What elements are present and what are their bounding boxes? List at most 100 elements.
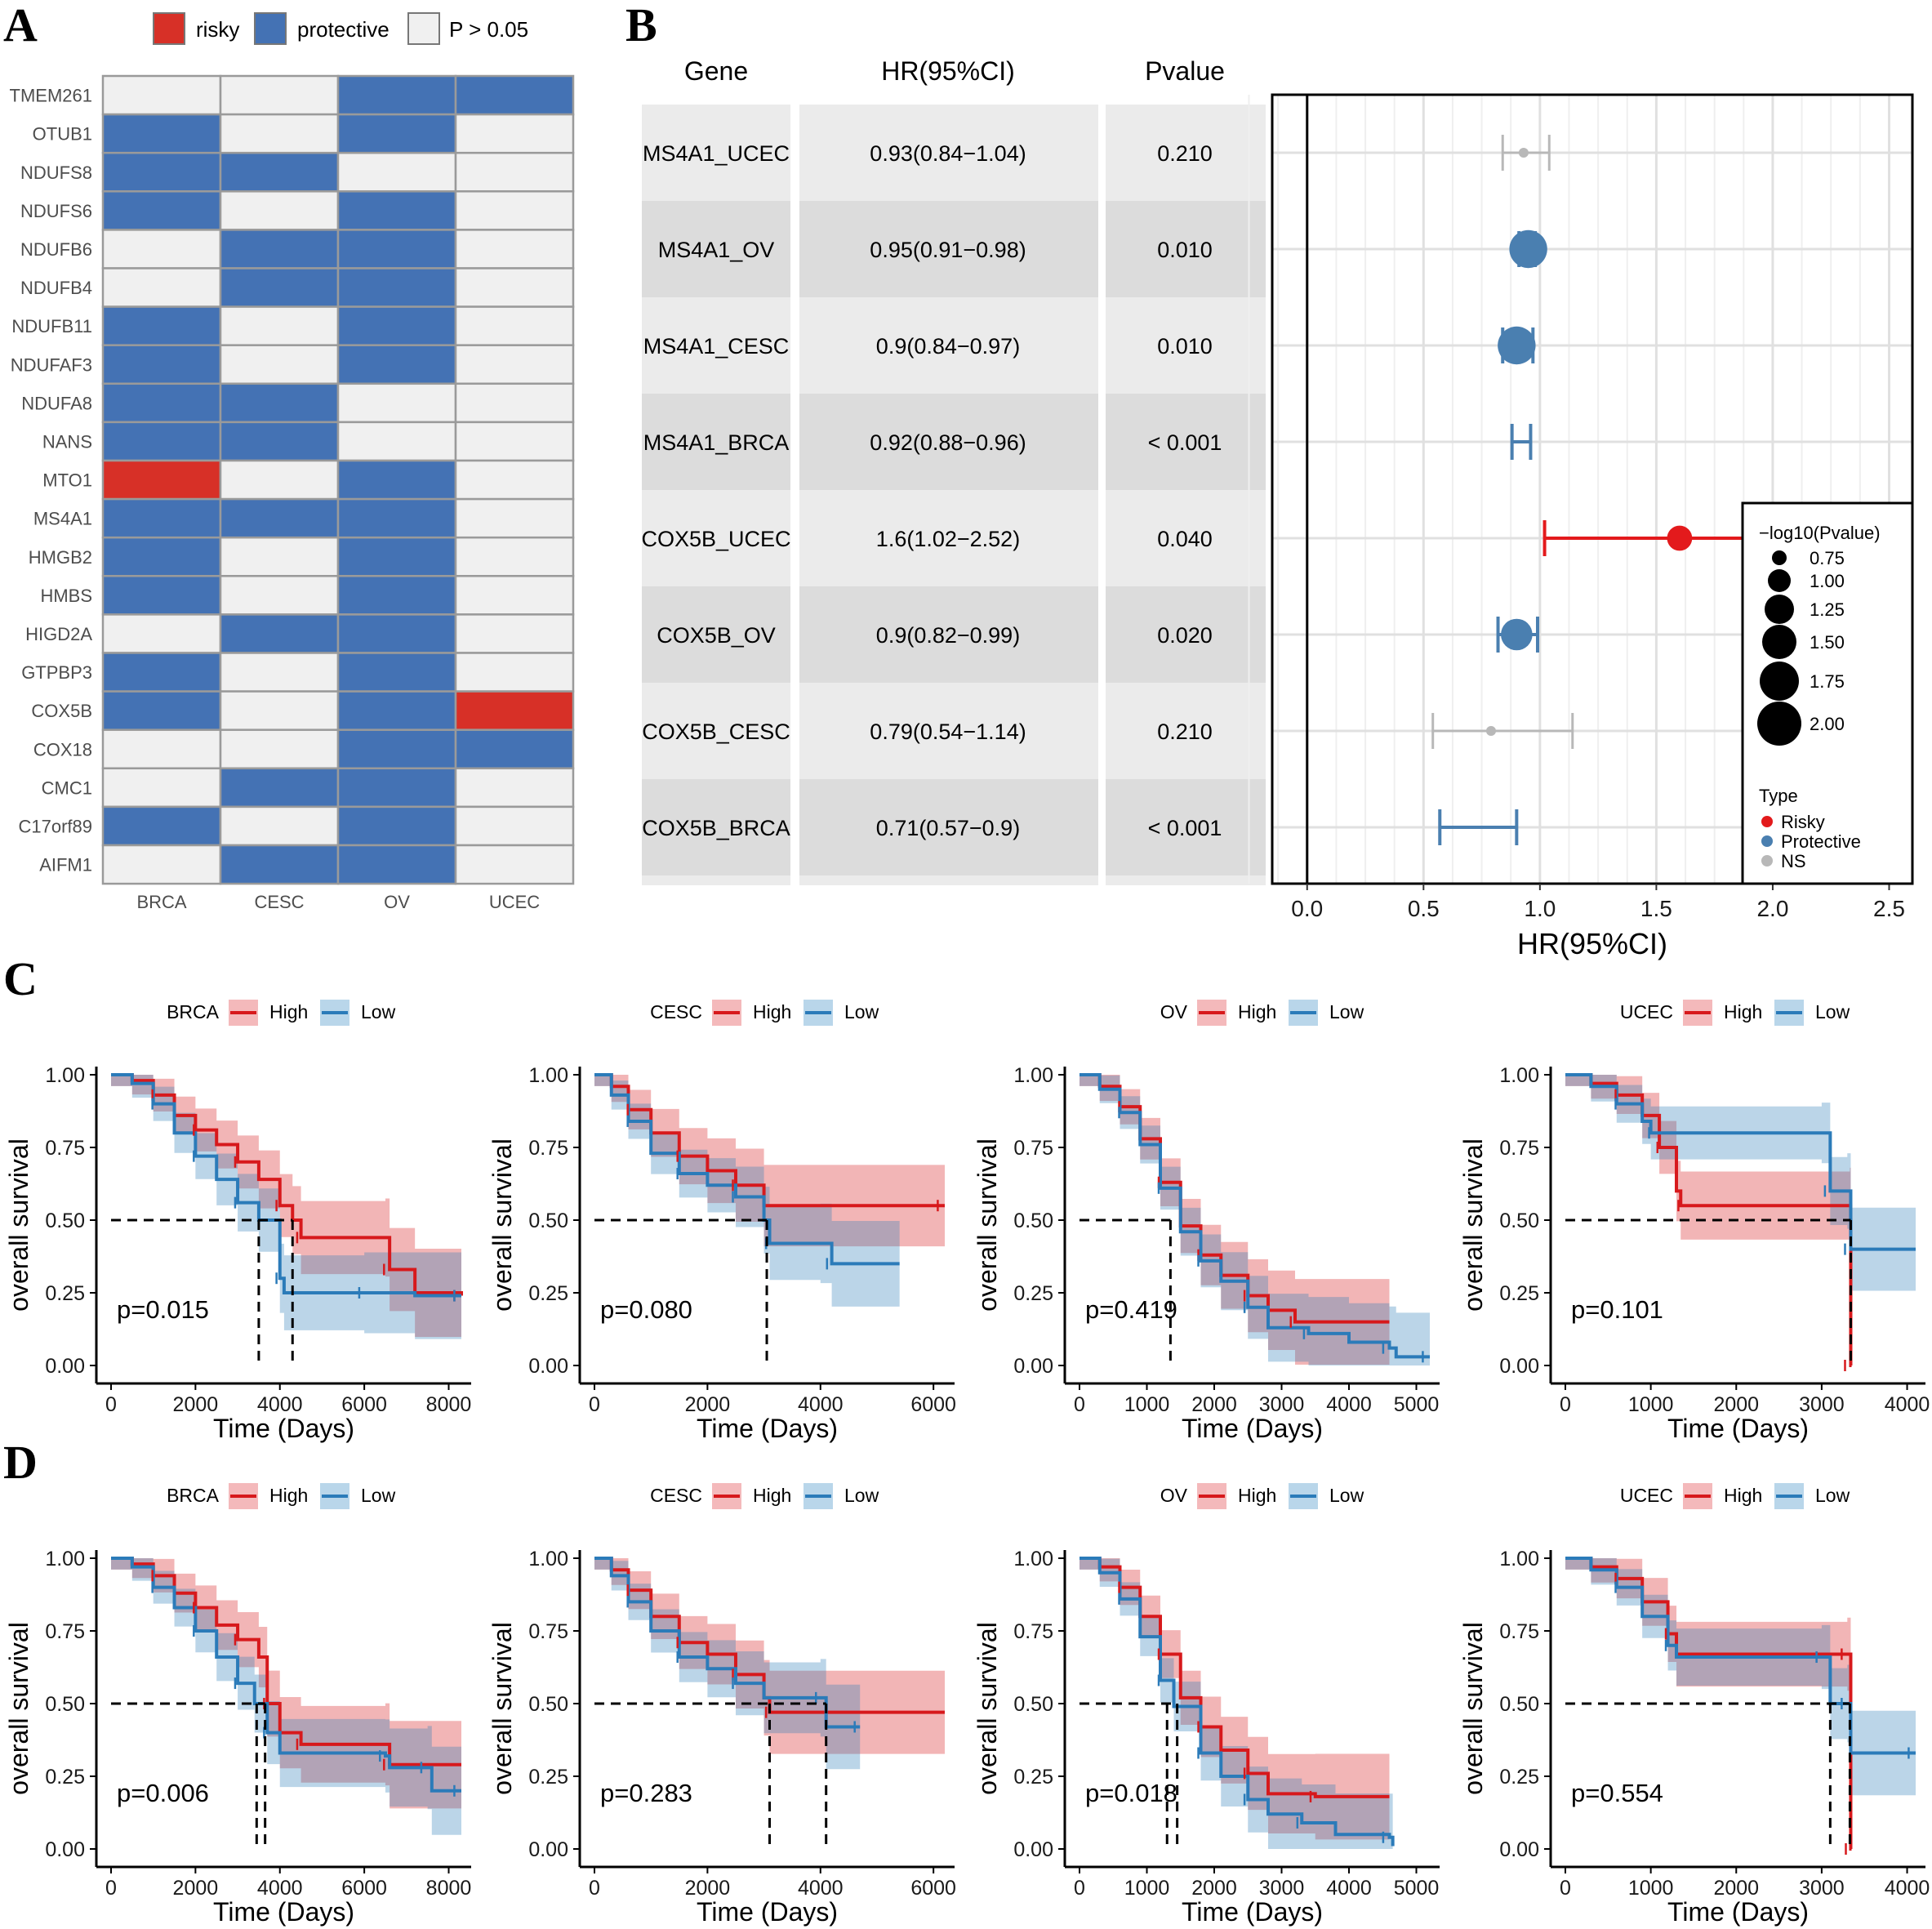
legend-protective-swatch bbox=[254, 12, 287, 45]
heatmap-row-label: OTUB1 bbox=[33, 124, 92, 145]
km-low-ci-band bbox=[1080, 1558, 1393, 1849]
heatmap-cell bbox=[336, 190, 457, 231]
size-legend-label: 0.75 bbox=[1810, 548, 1845, 568]
km-x-tick-label: 2000 bbox=[1713, 1877, 1759, 1900]
km-y-tick-label: 0.50 bbox=[528, 1210, 568, 1232]
type-legend-dot bbox=[1761, 855, 1773, 866]
heatmap-cell bbox=[219, 575, 340, 616]
heatmap-cell bbox=[336, 767, 457, 809]
km-y-tick-label: 0.00 bbox=[45, 1355, 85, 1378]
table-hr-cell bbox=[799, 394, 1098, 490]
type-legend-label: NS bbox=[1781, 851, 1806, 871]
heatmap-cell bbox=[101, 229, 222, 270]
km-y-tick-label: 0.25 bbox=[1013, 1282, 1053, 1305]
km-low-ci-band bbox=[111, 1075, 461, 1343]
table-hr-cell bbox=[799, 201, 1098, 297]
forest-x-axis-title: HR(95%CI) bbox=[1517, 927, 1667, 960]
table-gene-value: MS4A1_UCEC bbox=[643, 141, 790, 166]
heatmap-cell bbox=[454, 267, 575, 308]
table-hr-value: 0.9(0.84−0.97) bbox=[876, 334, 1020, 359]
km-legend-cancer: BRCA bbox=[167, 1001, 220, 1022]
heatmap-legend: risky protective P > 0.05 bbox=[153, 12, 528, 45]
heatmap-cell bbox=[101, 151, 222, 193]
km-legend-low-label: Low bbox=[1329, 1001, 1364, 1022]
km-x-tick-label: 6000 bbox=[910, 1877, 956, 1900]
heatmap-cell bbox=[101, 652, 222, 693]
heatmap-col-label: UCEC bbox=[489, 892, 540, 912]
heatmap-cell bbox=[219, 421, 340, 462]
km-x-tick-label: 2000 bbox=[173, 1877, 219, 1900]
table-p-cell bbox=[1106, 586, 1266, 683]
heatmap-cell bbox=[219, 190, 340, 231]
km-legend-cancer: CESC bbox=[650, 1485, 702, 1506]
km-x-tick-label: 0 bbox=[105, 1393, 117, 1416]
heatmap-col-label: CESC bbox=[254, 892, 304, 912]
size-legend-dot bbox=[1760, 662, 1799, 701]
heatmap-cell bbox=[336, 344, 457, 385]
heatmap-cell bbox=[336, 575, 457, 616]
forest-tick-label: 1.0 bbox=[1524, 896, 1556, 921]
heatmap-cell bbox=[336, 382, 457, 424]
heatmap-cell bbox=[101, 459, 222, 501]
km-legend-cancer: CESC bbox=[650, 1001, 702, 1022]
km-x-tick-label: 5000 bbox=[1394, 1393, 1440, 1416]
heatmap-cell bbox=[454, 767, 575, 809]
table-p-cell bbox=[1106, 201, 1266, 297]
heatmap-cell bbox=[454, 844, 575, 885]
km-x-tick-label: 3000 bbox=[1799, 1393, 1845, 1416]
km-y-tick-label: 0.50 bbox=[45, 1693, 85, 1716]
km-y-tick-label: 0.00 bbox=[1013, 1838, 1053, 1861]
km-y-tick-label: 0.25 bbox=[528, 1766, 568, 1789]
size-legend-label: 2.00 bbox=[1810, 714, 1845, 734]
heatmap-cell bbox=[454, 459, 575, 501]
km-low-ci-band bbox=[1565, 1075, 1916, 1295]
km-x-tick-label: 4000 bbox=[1326, 1877, 1372, 1900]
km-x-tick-label: 0 bbox=[1074, 1393, 1085, 1416]
heatmap-cell bbox=[454, 805, 575, 847]
km-low-curve bbox=[594, 1557, 861, 1729]
legend-risky-swatch bbox=[153, 12, 185, 45]
km-legend-low-label: Low bbox=[361, 1001, 396, 1022]
km-plot-cesc: CESC High Low 0.00 0.25 0.50 0.75 1.00 0 2000 4000… bbox=[487, 1483, 956, 1927]
size-legend-title: −log10(Pvalue) bbox=[1759, 523, 1881, 543]
heatmap-cell bbox=[101, 113, 222, 154]
km-plot-cesc: CESC High Low 0.00 0.25 0.50 0.75 1.00 0 2000 4000… bbox=[487, 1000, 956, 1443]
km-high-ci-band bbox=[1080, 1558, 1390, 1843]
km-x-tick-label: 2000 bbox=[685, 1877, 731, 1900]
table-gene-value: COX5B_UCEC bbox=[641, 527, 790, 551]
km-x-tick-label: 2000 bbox=[685, 1393, 731, 1416]
km-y-tick-label: 1.00 bbox=[528, 1548, 568, 1570]
heatmap-cell bbox=[336, 151, 457, 193]
heatmap-cell bbox=[454, 728, 575, 770]
table-hr-value: 0.93(0.84−1.04) bbox=[870, 141, 1026, 166]
km-x-axis-title: Time (Days) bbox=[697, 1897, 838, 1927]
table-hr-value: 0.92(0.88−0.96) bbox=[870, 430, 1026, 455]
heatmap-cell bbox=[219, 844, 340, 885]
km-y-axis-title: overall survival bbox=[4, 1622, 33, 1795]
heatmap-row-label: COX5B bbox=[31, 701, 92, 721]
km-low-curve bbox=[1565, 1073, 1916, 1251]
table-gene-value: COX5B_CESC bbox=[642, 719, 790, 744]
km-x-tick-label: 4000 bbox=[798, 1877, 844, 1900]
heatmap-cell bbox=[219, 113, 340, 154]
heatmap-row-label: AIFM1 bbox=[39, 855, 92, 875]
km-low-curve bbox=[111, 1557, 461, 1793]
km-high-curve bbox=[1565, 1557, 1853, 1851]
heatmap-row-label: HIGD2A bbox=[25, 624, 92, 644]
heatmap-cell bbox=[454, 74, 575, 116]
km-y-tick-label: 1.00 bbox=[45, 1548, 85, 1570]
table-p-value: < 0.001 bbox=[1148, 816, 1222, 840]
heatmap-cell bbox=[454, 382, 575, 424]
km-x-tick-label: 2000 bbox=[1713, 1393, 1759, 1416]
km-high-ci-band bbox=[111, 1075, 461, 1343]
km-y-tick-label: 0.50 bbox=[1499, 1210, 1539, 1232]
heatmap-col-label: OV bbox=[384, 892, 410, 912]
km-legend-low-label: Low bbox=[1329, 1485, 1364, 1506]
km-high-ci-band bbox=[594, 1558, 945, 1758]
km-high-curve bbox=[111, 1073, 463, 1296]
heatmap: TMEM261 OTUB1 NDUFS8 NDUFS6 NDUFB6 NDUFB4 NDUF… bbox=[10, 74, 575, 912]
table-header-gene: Gene bbox=[684, 56, 748, 86]
km-x-tick-label: 2000 bbox=[1191, 1393, 1237, 1416]
km-pvalue: p=0.101 bbox=[1571, 1295, 1663, 1324]
